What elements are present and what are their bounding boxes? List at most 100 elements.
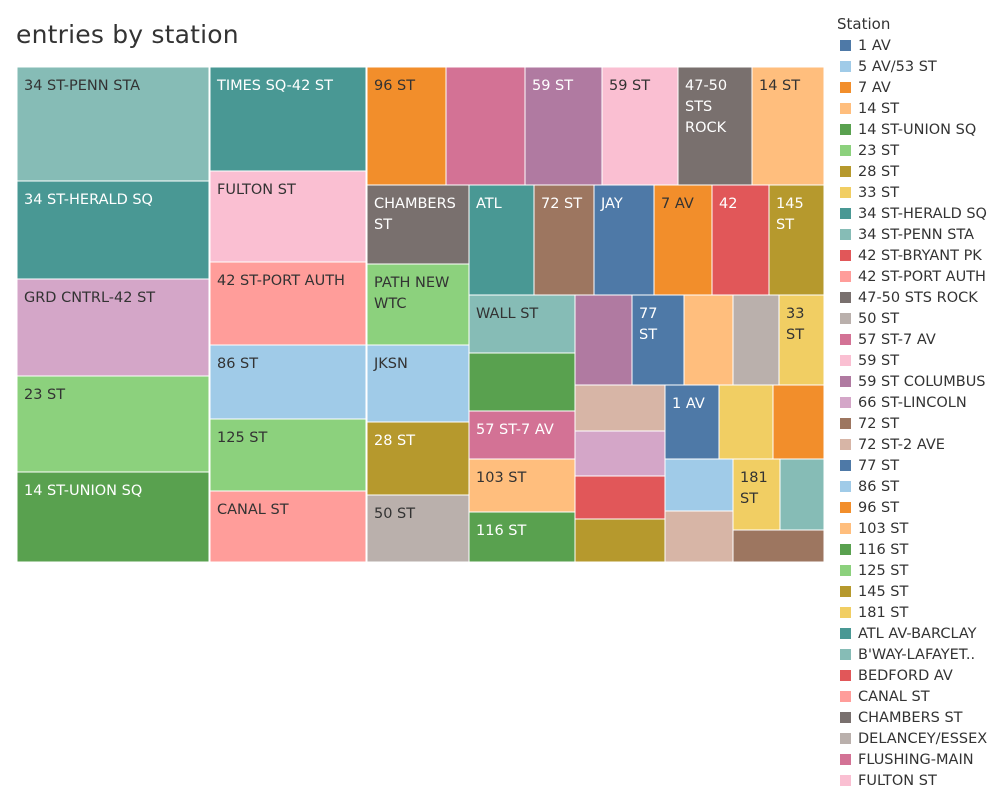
treemap-tile[interactable]: 57 ST-7 AV (468, 410, 576, 460)
treemap-tile[interactable]: 34 ST-PENN STA (16, 66, 210, 182)
legend-item[interactable]: 72 ST (840, 413, 987, 434)
treemap-tile[interactable] (664, 458, 734, 512)
legend-item[interactable]: 59 ST (840, 350, 987, 371)
treemap-tile[interactable] (574, 430, 666, 477)
treemap-tile[interactable]: 72 ST (533, 184, 595, 296)
treemap-tile-label: 23 ST (24, 387, 65, 403)
legend-item[interactable]: 116 ST (840, 539, 987, 560)
legend-item[interactable]: CHAMBERS ST (840, 707, 987, 728)
treemap-tile[interactable]: 34 ST-HERALD SQ (16, 180, 210, 280)
legend-swatch (840, 376, 851, 387)
legend-item[interactable]: 42 ST-BRYANT PK (840, 245, 987, 266)
treemap-tile[interactable] (574, 294, 633, 386)
treemap-tile[interactable]: 7 AV (653, 184, 713, 296)
treemap-tile[interactable]: ATL (468, 184, 535, 296)
legend-item[interactable]: 86 ST (840, 476, 987, 497)
legend-item[interactable]: B'WAY-LAFAYET.. (840, 644, 987, 665)
legend-item[interactable]: 42 ST-PORT AUTH (840, 266, 987, 287)
legend-item[interactable]: 145 ST (840, 581, 987, 602)
treemap-tile[interactable]: 42 (711, 184, 770, 296)
legend-item[interactable]: 47-50 STS ROCK (840, 287, 987, 308)
legend-item[interactable]: ATL AV-BARCLAY (840, 623, 987, 644)
legend-item[interactable]: 7 AV (840, 77, 987, 98)
treemap-tile[interactable]: 14 ST-UNION SQ (16, 471, 210, 563)
treemap-tile[interactable]: 59 ST (601, 66, 679, 186)
treemap-tile-rect (16, 278, 210, 377)
treemap-tile[interactable]: 77 ST (631, 294, 685, 386)
treemap-tile[interactable]: 145 ST (768, 184, 825, 296)
treemap-tile-rect (468, 294, 576, 354)
treemap-tile-rect (732, 458, 781, 531)
legend-swatch (840, 439, 851, 450)
legend-item[interactable]: 34 ST-PENN STA (840, 224, 987, 245)
treemap-tile[interactable]: GRD CNTRL-42 ST (16, 278, 210, 377)
treemap-tile[interactable]: 28 ST (366, 421, 470, 496)
legend-item[interactable]: 181 ST (840, 602, 987, 623)
treemap-tile[interactable]: 181 ST (732, 458, 781, 531)
legend-item[interactable]: 50 ST (840, 308, 987, 329)
legend-item[interactable]: 33 ST (840, 182, 987, 203)
legend-item[interactable]: 96 ST (840, 497, 987, 518)
legend-item[interactable]: 125 ST (840, 560, 987, 581)
legend-item[interactable]: 77 ST (840, 455, 987, 476)
treemap-tile[interactable] (772, 384, 825, 460)
treemap-tile[interactable]: 50 ST (366, 494, 470, 563)
treemap-tile[interactable]: TIMES SQ-42 ST (209, 66, 367, 172)
treemap-tile[interactable] (718, 384, 774, 460)
treemap-tile[interactable]: FULTON ST (209, 170, 367, 263)
treemap-tile[interactable] (574, 384, 666, 432)
legend-item[interactable]: 103 ST (840, 518, 987, 539)
treemap-tile-label: PATH NEW WTC (374, 275, 449, 312)
treemap-tile-label: 1 AV (672, 396, 705, 412)
legend-item[interactable]: 59 ST COLUMBUS (840, 371, 987, 392)
treemap-tile[interactable] (664, 510, 734, 563)
treemap-tile[interactable] (732, 529, 825, 563)
treemap-tile[interactable] (574, 475, 666, 520)
legend-item[interactable]: DELANCEY/ESSEX (840, 728, 987, 749)
treemap-tile[interactable]: 103 ST (468, 458, 576, 513)
treemap-tile-rect (593, 184, 655, 296)
legend-item[interactable]: 23 ST (840, 140, 987, 161)
treemap-tile[interactable]: 23 ST (16, 375, 210, 473)
treemap-tile[interactable] (445, 66, 526, 186)
treemap-tile[interactable]: CANAL ST (209, 490, 367, 563)
legend-item[interactable]: 14 ST (840, 98, 987, 119)
treemap-tile-label: GRD CNTRL-42 ST (24, 290, 155, 306)
treemap-tile[interactable]: 33 ST (778, 294, 825, 386)
treemap-tile[interactable]: 86 ST (209, 344, 367, 420)
treemap-tile-rect (209, 418, 367, 492)
treemap-tile[interactable]: 96 ST (366, 66, 447, 186)
legend-item[interactable]: 34 ST-HERALD SQ (840, 203, 987, 224)
treemap-tile[interactable] (732, 294, 780, 386)
treemap-tile[interactable]: 59 ST (524, 66, 603, 186)
treemap-tile[interactable]: PATH NEW WTC (366, 263, 470, 346)
legend-item[interactable]: CANAL ST (840, 686, 987, 707)
legend-item[interactable]: 28 ST (840, 161, 987, 182)
treemap-tile-rect (751, 66, 825, 186)
legend-item[interactable]: 5 AV/53 ST (840, 56, 987, 77)
legend-swatch (840, 607, 851, 618)
treemap-tile[interactable]: 1 AV (664, 384, 720, 460)
legend-item[interactable]: 72 ST-2 AVE (840, 434, 987, 455)
treemap-tile-label: WALL ST (476, 306, 538, 322)
legend-item[interactable]: 57 ST-7 AV (840, 329, 987, 350)
legend-item[interactable]: 1 AV (840, 35, 987, 56)
treemap-tile[interactable] (683, 294, 734, 386)
treemap-tile[interactable]: 47-50 STS ROCK (677, 66, 753, 186)
treemap-tile[interactable]: JKSN (366, 344, 470, 423)
legend-item[interactable]: FLUSHING-MAIN (840, 749, 987, 770)
treemap-tile[interactable]: CHAMBERS ST (366, 184, 470, 265)
treemap-tile[interactable]: 42 ST-PORT AUTH (209, 261, 367, 346)
legend-item[interactable]: FULTON ST (840, 770, 987, 791)
treemap-tile[interactable]: 116 ST (468, 511, 576, 563)
treemap-tile[interactable] (574, 518, 666, 563)
legend-item[interactable]: 66 ST-LINCOLN (840, 392, 987, 413)
treemap-tile[interactable] (779, 458, 825, 531)
treemap-tile[interactable]: 125 ST (209, 418, 367, 492)
treemap-tile[interactable]: 14 ST (751, 66, 825, 186)
treemap-tile[interactable]: WALL ST (468, 294, 576, 354)
legend-item[interactable]: BEDFORD AV (840, 665, 987, 686)
legend-item[interactable]: 14 ST-UNION SQ (840, 119, 987, 140)
treemap-tile[interactable]: JAY (593, 184, 655, 296)
treemap-tile[interactable] (468, 352, 576, 412)
